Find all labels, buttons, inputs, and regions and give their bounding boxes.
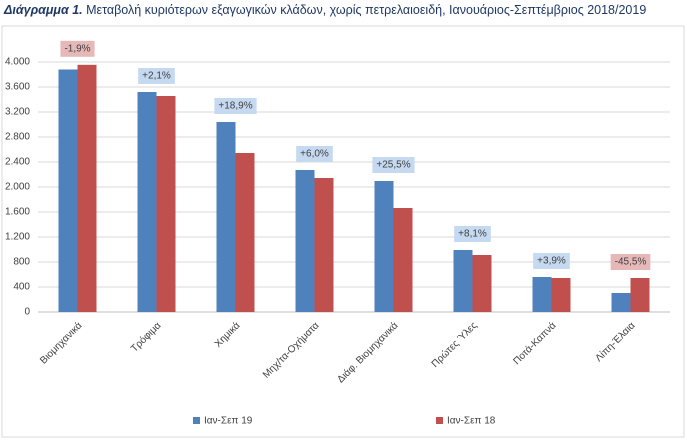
y-tick-label: 1.600	[5, 207, 30, 218]
annotation: +6,0%	[296, 146, 333, 162]
annotation-box	[60, 40, 95, 57]
bar	[58, 69, 78, 312]
x-tick-label: Μηχ/τα-Οχήματα	[260, 319, 321, 380]
annotation: -45,5%	[610, 254, 651, 270]
y-tick-label: 2.000	[5, 182, 30, 193]
bar	[611, 293, 631, 312]
title-label: Διάγραμμα 1.	[3, 3, 83, 17]
annotation-box	[296, 146, 333, 162]
annotation: +18,9%	[214, 98, 257, 114]
annotation-label: +8,1%	[458, 229, 487, 240]
bar	[532, 277, 552, 312]
annotation: +3,9%	[533, 253, 570, 269]
bar	[630, 278, 650, 312]
y-tick-label: 1.200	[5, 232, 30, 243]
bar	[453, 250, 473, 312]
bar	[216, 122, 236, 312]
bar	[235, 153, 255, 312]
chart-title: Διάγραμμα 1. Μεταβολή κυριότερων εξαγωγι…	[3, 3, 646, 17]
x-tick-label: Πρώτες Ύλες	[429, 319, 480, 370]
chart-frame	[1, 25, 685, 438]
annotation-label: +18,9%	[218, 101, 252, 112]
y-tick-label: 4.000	[5, 57, 30, 68]
annotation: +2,1%	[138, 68, 175, 84]
title-text: Μεταβολή κυριότερων εξαγωγικών κλάδων, χ…	[86, 3, 646, 17]
annotation-box	[454, 226, 491, 242]
y-tick-label: 0	[24, 307, 30, 318]
annotation-box	[214, 98, 257, 114]
bar	[137, 92, 157, 312]
x-tick-label: Διάφ. Βιομηχανικά	[335, 319, 401, 385]
annotation-label: +2,1%	[142, 71, 171, 82]
y-tick-label: 400	[13, 282, 30, 293]
y-tick-label: 2.400	[5, 157, 30, 168]
bar	[156, 96, 176, 312]
annotation-box	[610, 254, 651, 270]
bar	[295, 170, 315, 312]
annotation-label: -1,9%	[64, 43, 90, 54]
bar	[393, 208, 413, 312]
y-tick-label: 3.600	[5, 82, 30, 93]
annotation: +8,1%	[454, 226, 491, 242]
x-tick-label: Τρόφιμα	[128, 319, 163, 354]
x-tick-label: Ποτά-Καπνά	[511, 319, 559, 367]
annotation-label: +3,9%	[537, 256, 566, 267]
bar	[374, 181, 394, 312]
annotation-label: +25,5%	[376, 160, 410, 171]
y-tick-label: 3.200	[5, 107, 30, 118]
legend-swatch	[436, 417, 443, 424]
annotation-box	[533, 253, 570, 269]
annotation-box	[138, 68, 175, 84]
x-tick-label: Χημικά	[212, 319, 242, 349]
legend-swatch	[193, 417, 200, 424]
bar	[551, 278, 571, 312]
annotation-box	[372, 157, 415, 173]
bar	[314, 178, 334, 312]
legend-label: Ιαν-Σεπ 18	[447, 416, 496, 427]
y-tick-label: 800	[13, 257, 30, 268]
legend-label: Ιαν-Σεπ 19	[204, 416, 253, 427]
annotation-label: -45,5%	[615, 257, 647, 268]
annotation-label: +6,0%	[300, 149, 329, 160]
bar	[77, 64, 97, 312]
x-tick-label: Λίπη-Έλαια	[593, 319, 638, 364]
annotation: +25,5%	[372, 157, 415, 173]
y-tick-label: 2.800	[5, 132, 30, 143]
annotation: -1,9%	[60, 40, 95, 57]
x-tick-label: Βιομηχανικά	[38, 319, 85, 366]
bar	[472, 255, 492, 312]
